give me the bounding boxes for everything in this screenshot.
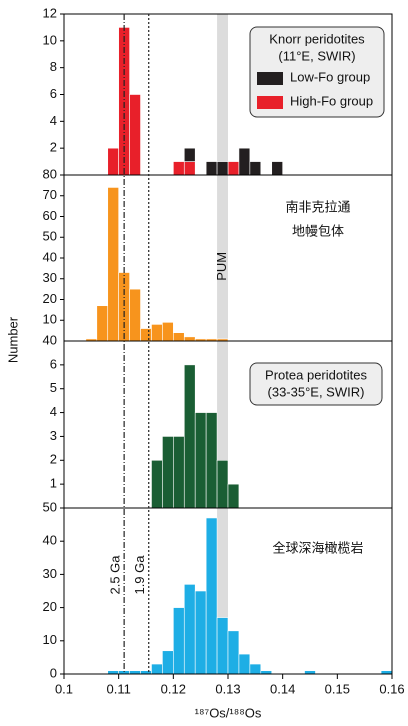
y-tick-label: 2 (50, 140, 57, 155)
legend-label: High-Fo group (290, 93, 373, 108)
x-tick-label: 0.14 (270, 681, 295, 696)
x-tick-label: 0.15 (325, 681, 350, 696)
bar (183, 584, 196, 675)
bar (173, 161, 185, 176)
bar (205, 412, 218, 509)
bar (205, 517, 218, 675)
bar (227, 483, 240, 509)
bar (173, 607, 185, 675)
bar (162, 436, 174, 509)
y-tick-label: 50 (43, 499, 57, 514)
y-tick-label: 1 (50, 476, 57, 491)
panel-annotation: Protea peridotites (265, 367, 367, 382)
y-tick-label: 5 (50, 380, 57, 395)
bar (216, 617, 229, 675)
y-tick-label: 8 (50, 59, 57, 74)
y-tick-label: 10 (43, 632, 57, 647)
y-tick-label: 6 (50, 356, 57, 371)
y-axis-label: Number (5, 316, 20, 363)
panel-annotation: 全球深海橄榄岩 (272, 540, 363, 555)
x-tick-label: 0.11 (106, 681, 130, 696)
y-tick-label: 12 (43, 5, 57, 20)
bar (227, 630, 240, 675)
bar (194, 412, 207, 509)
bar (271, 161, 283, 176)
bar (173, 332, 185, 342)
y-tick-label: 3 (50, 428, 57, 443)
legend-swatch (257, 96, 283, 109)
reference-label: 1.9 Ga (132, 555, 147, 595)
bar (151, 459, 163, 509)
panel-annotation: (11°E, SWIR) (278, 48, 355, 63)
y-tick-label: 30 (43, 566, 57, 581)
y-tick-label: 40 (43, 533, 57, 548)
bar (129, 94, 141, 176)
bar (183, 364, 196, 509)
bar (183, 161, 196, 176)
y-tick-label: 0 (50, 665, 57, 680)
bar (249, 663, 262, 675)
x-tick-label: 0.16 (379, 681, 404, 696)
bar (96, 305, 109, 342)
bar (151, 663, 163, 675)
bar (227, 161, 240, 176)
y-tick-label: 20 (43, 599, 57, 614)
bar (140, 328, 152, 342)
bar (216, 459, 229, 509)
bar (249, 161, 262, 176)
panel-annotation: Knorr peridotites (269, 31, 365, 46)
legend-swatch (257, 72, 283, 85)
bar (162, 322, 174, 342)
panel-annotation: 地幔包体 (292, 223, 344, 238)
y-tick-label: 4 (50, 404, 57, 419)
bar (173, 436, 185, 509)
reference-label: 2.5 Ga (108, 555, 123, 595)
y-tick-label: 10 (43, 312, 57, 327)
panel-annotation: 南非克拉通 (285, 199, 350, 214)
bar (183, 336, 196, 342)
y-tick-label: 80 (43, 166, 57, 181)
y-tick-label: 30 (43, 270, 57, 285)
annotation-box (249, 26, 385, 118)
y-tick-label: 60 (43, 208, 57, 223)
bar (107, 147, 119, 176)
y-tick-label: 20 (43, 291, 57, 306)
y-tick-label: 2 (50, 452, 57, 467)
y-tick-label: 70 (43, 187, 57, 202)
x-tick-label: 0.12 (161, 681, 186, 696)
bar (238, 147, 251, 176)
y-tick-label: 6 (50, 86, 57, 101)
bar (129, 288, 141, 342)
bar (183, 147, 196, 162)
y-tick-label: 10 (43, 32, 57, 47)
bar (238, 653, 251, 675)
band-label: PUM (214, 252, 229, 281)
y-tick-label: 4 (50, 113, 57, 128)
legend-label: Low-Fo group (290, 69, 370, 84)
bar (107, 187, 119, 342)
y-corner-label: 40 (43, 332, 57, 347)
annotation-box (249, 362, 383, 406)
x-tick-label: 0.1 (55, 681, 73, 696)
bar (194, 590, 207, 675)
bar (151, 324, 163, 342)
bar (205, 161, 218, 176)
y-tick-label: 40 (43, 249, 57, 264)
bar (162, 650, 174, 675)
bar (216, 161, 229, 176)
panel-annotation: (33-35°E, SWIR) (268, 384, 365, 399)
pum-band (217, 14, 228, 674)
x-axis-label: ¹⁸⁷Os/¹⁸⁸Os (195, 705, 262, 720)
y-tick-label: 50 (43, 229, 57, 244)
x-tick-label: 0.13 (215, 681, 240, 696)
